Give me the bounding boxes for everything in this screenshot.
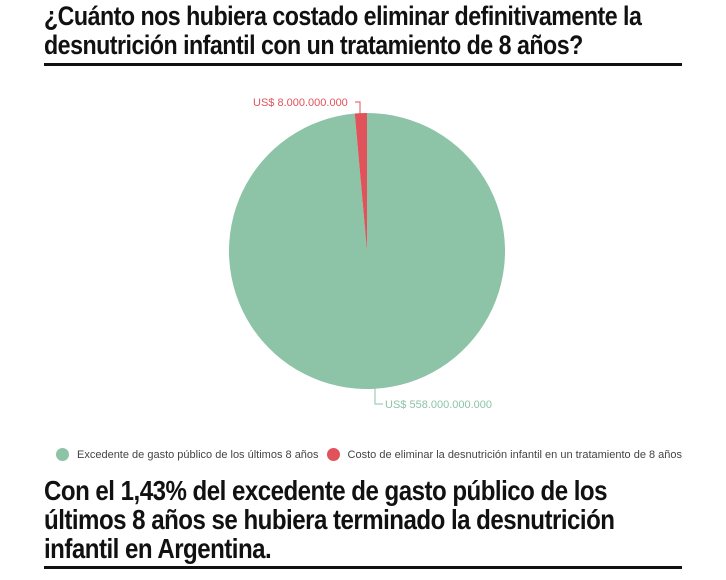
conclusion-line-3: infantil en Argentina. — [44, 533, 272, 564]
small-label-leader — [355, 101, 361, 117]
legend-label: Excedente de gasto público de los último… — [77, 448, 319, 461]
chart-legend: Excedente de gasto público de los último… — [56, 448, 690, 461]
legend-item-excedente[interactable]: Excedente de gasto público de los último… — [56, 448, 319, 461]
large-label-leader — [374, 386, 383, 405]
conclusion-underline — [44, 566, 682, 569]
small-slice-label: US$ 8.000.000.000 — [253, 97, 348, 109]
pie-slices — [228, 113, 505, 390]
large-slice-label: US$ 558.000.000.000 — [385, 399, 492, 411]
title-line-2: desnutrición infantil con un tratamiento… — [44, 30, 583, 60]
pie-slice-costo[interactable] — [354, 113, 367, 251]
conclusion-line-2: últimos 8 años se hubiera terminado la d… — [44, 504, 615, 535]
legend-item-costo[interactable]: Costo de eliminar la desnutrición infant… — [326, 448, 683, 461]
conclusion-line-1: Con el 1,43% del excedente de gasto públ… — [44, 475, 608, 506]
page-title: ¿Cuánto nos hubiera costado eliminar def… — [44, 2, 698, 60]
title-line-1: ¿Cuánto nos hubiera costado eliminar def… — [44, 1, 642, 31]
pie-slice-excedente[interactable] — [228, 113, 505, 390]
legend-red-dot-icon — [326, 448, 340, 461]
conclusion-text: Con el 1,43% del excedente de gasto públ… — [44, 476, 698, 563]
legend-green-dot-icon — [56, 448, 69, 461]
title-underline — [44, 63, 682, 66]
legend-label: Costo de eliminar la desnutrición infant… — [347, 448, 683, 461]
pie-chart: US$ 8.000.000.000 US$ 558.000.000.000 — [228, 97, 505, 411]
